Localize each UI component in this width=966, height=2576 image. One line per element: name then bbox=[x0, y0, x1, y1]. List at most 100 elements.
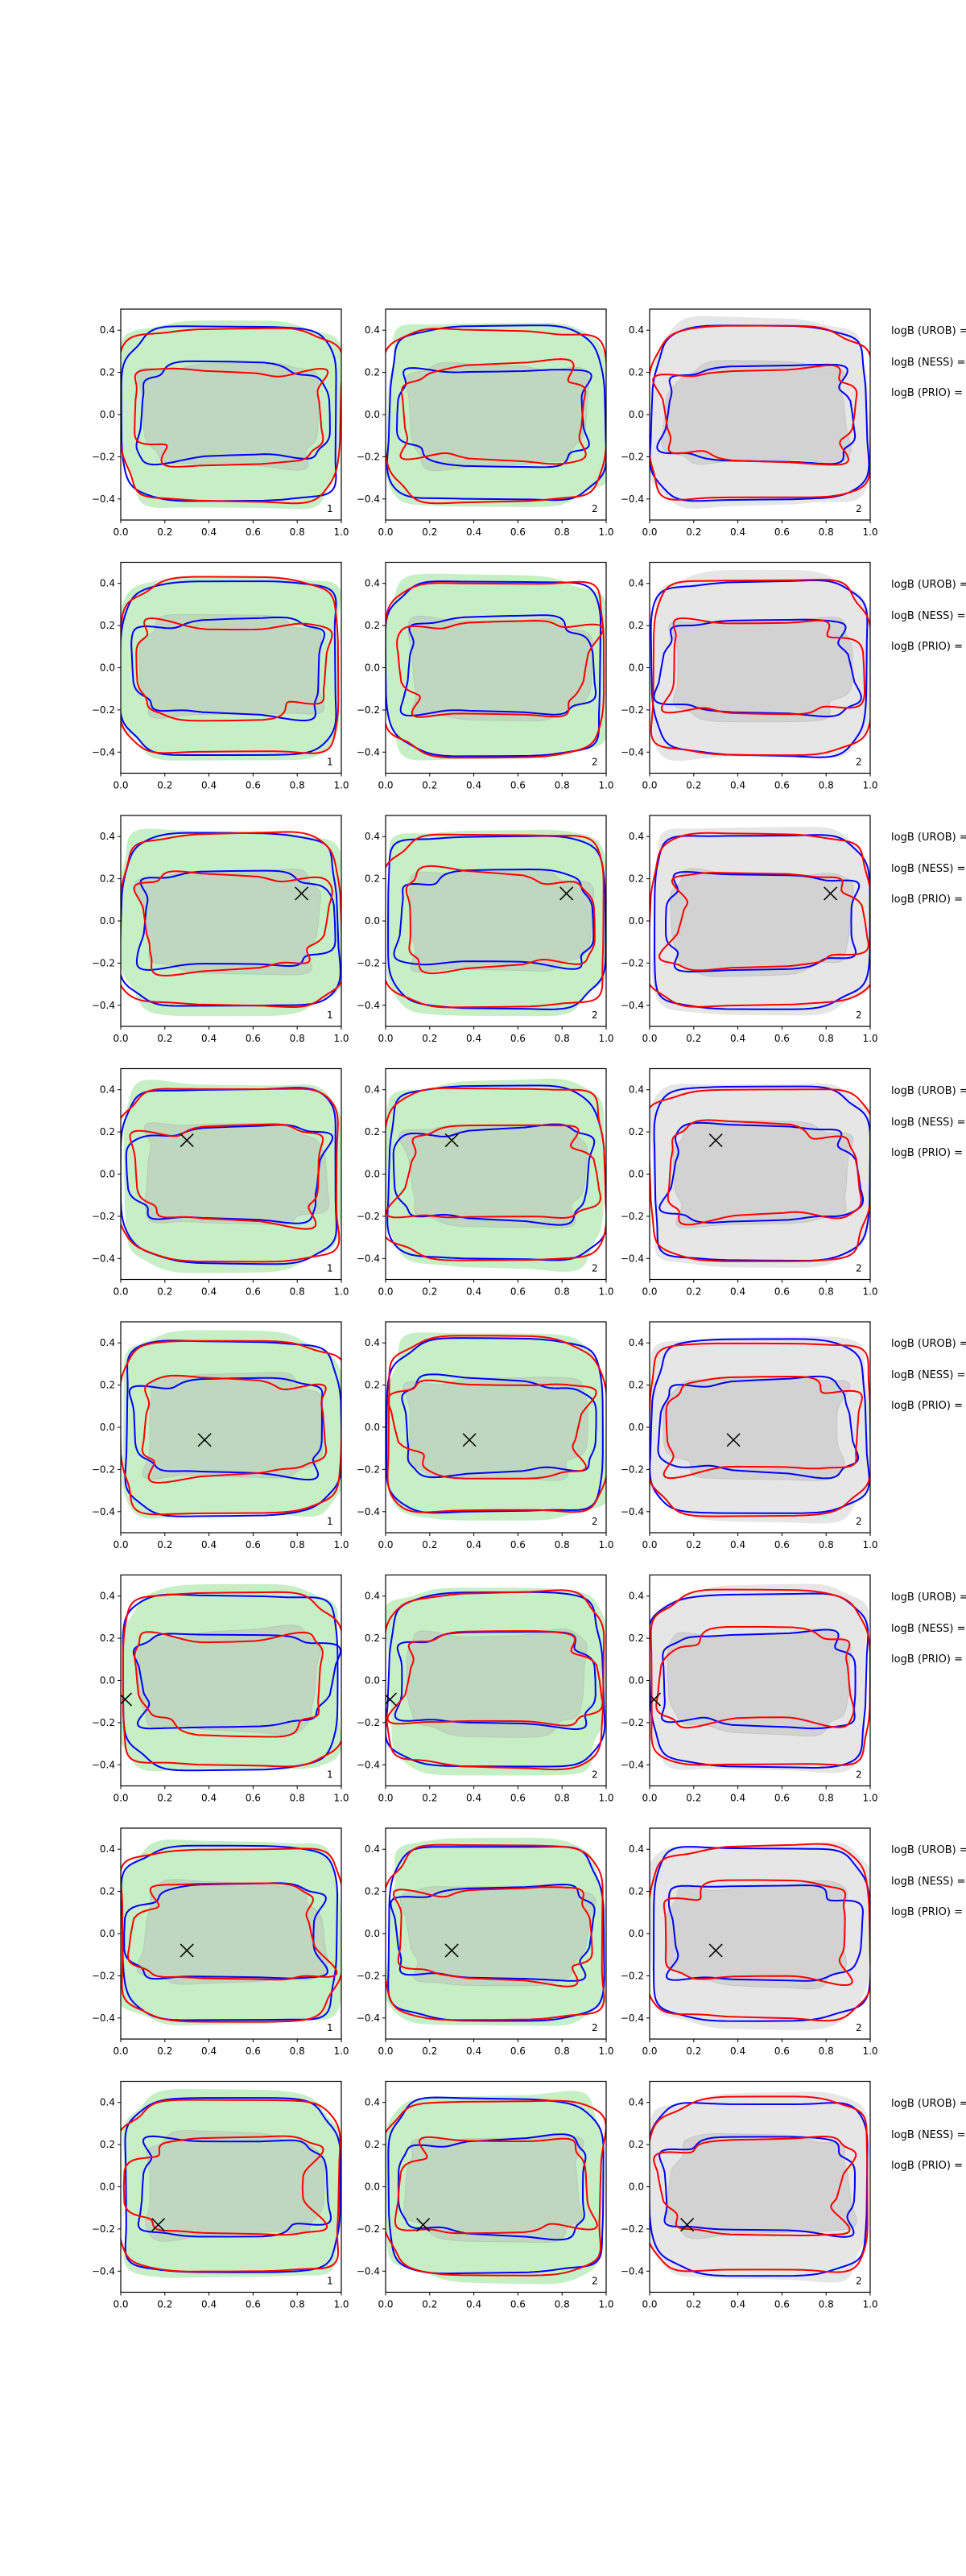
y-tick-label: 0.0 bbox=[100, 663, 115, 674]
panel-number: 2 bbox=[592, 757, 598, 768]
x-tick-label: 0.6 bbox=[510, 1286, 526, 1298]
red-outer-contour bbox=[121, 1847, 341, 2023]
x-tick-label: 1.0 bbox=[598, 2299, 613, 2310]
x-tick-label: 0.4 bbox=[730, 780, 745, 791]
y-tick-label: 0.0 bbox=[100, 409, 115, 420]
y-tick-label: 0.2 bbox=[365, 1633, 380, 1644]
outer-density-fill bbox=[386, 1332, 606, 1521]
y-tick-label: −0.2 bbox=[357, 957, 380, 968]
subplot-r7-c2: 0.0 0.2 0.4 0.6 0.8 1.0 −0.4 −0.2 0.0 0.2 0.4 2 bbox=[357, 1827, 614, 2057]
x-tick-label: 0.0 bbox=[378, 1793, 393, 1804]
red-inner-contour bbox=[394, 2136, 598, 2235]
inner-density-fill bbox=[142, 1372, 324, 1480]
x-tick-label: 0.4 bbox=[730, 1033, 745, 1044]
x-tick-label: 0.8 bbox=[290, 2046, 305, 2057]
inner-density-fill bbox=[136, 362, 320, 471]
logb-label: logB (UROB) = bbox=[891, 1084, 966, 1097]
subplot-r3-c1: 0.0 0.2 0.4 0.6 0.8 1.0 −0.4 −0.2 0.0 0.2 0.4 1 bbox=[92, 815, 349, 1044]
panel-number: 2 bbox=[856, 503, 862, 514]
y-tick-label: 0.0 bbox=[100, 1675, 115, 1686]
y-tick-label: 0.0 bbox=[629, 1928, 644, 1939]
plot-area bbox=[121, 2089, 341, 2278]
inner-density-fill bbox=[136, 1879, 328, 1985]
blue-inner-contour bbox=[665, 1884, 864, 1982]
y-tick-label: 0.2 bbox=[100, 1886, 115, 1897]
x-tick-label: 0.2 bbox=[422, 1033, 437, 1044]
panel-number: 2 bbox=[592, 1516, 598, 1527]
y-tick-label: 0.2 bbox=[100, 873, 115, 885]
subplot-r1-c1: 0.0 0.2 0.4 0.6 0.8 1.0 −0.4 −0.2 0.0 0.2 0.4 1 bbox=[92, 308, 349, 538]
y-tick-label: 0.4 bbox=[629, 1337, 644, 1348]
y-tick-label: 0.4 bbox=[629, 324, 644, 336]
plot-area bbox=[650, 1583, 870, 1773]
x-tick-label: 0.6 bbox=[774, 1793, 790, 1804]
panel-number: 1 bbox=[327, 2022, 333, 2033]
red-inner-contour bbox=[652, 364, 858, 466]
logb-label: logB (UROB) = bbox=[891, 1591, 966, 1604]
panel-number: 2 bbox=[592, 1263, 598, 1274]
x-tick-label: 0.4 bbox=[201, 1286, 217, 1298]
x-tick-label: 0.4 bbox=[466, 1033, 481, 1044]
y-tick-label: −0.2 bbox=[92, 2223, 115, 2235]
logb-label: logB (UROB) = bbox=[891, 325, 966, 337]
red-outer-contour bbox=[386, 1087, 606, 1261]
logb-label: logB (PRIO) = bbox=[891, 1653, 963, 1666]
outer-density-fill bbox=[386, 322, 606, 507]
y-tick-label: 0.4 bbox=[365, 1337, 380, 1348]
y-tick-label: −0.4 bbox=[621, 1253, 644, 1264]
red-inner-contour bbox=[122, 2135, 328, 2236]
inner-density-fill bbox=[402, 1377, 588, 1481]
x-tick-label: 0.0 bbox=[113, 1793, 128, 1804]
y-tick-label: 0.2 bbox=[629, 367, 644, 378]
plot-area bbox=[650, 1842, 870, 2030]
red-outer-contour bbox=[386, 833, 605, 1009]
red-inner-contour bbox=[655, 1625, 855, 1729]
x-tick-label: 1.0 bbox=[862, 526, 877, 538]
x-tick-label: 0.2 bbox=[422, 1286, 437, 1298]
panel-number: 1 bbox=[327, 757, 333, 768]
x-tick-label: 0.6 bbox=[774, 780, 790, 791]
x-tick-label: 0.8 bbox=[819, 1286, 834, 1298]
x-tick-label: 0.4 bbox=[730, 2046, 745, 2057]
logb-label: logB (NESS) = bbox=[891, 1876, 966, 1888]
x-tick-label: 0.2 bbox=[686, 526, 701, 538]
x-tick-label: 0.6 bbox=[774, 2046, 790, 2057]
x-tick-label: 1.0 bbox=[598, 1033, 613, 1044]
red-outer-contour bbox=[121, 576, 340, 754]
panel-number: 2 bbox=[856, 757, 862, 768]
y-tick-label: −0.2 bbox=[621, 451, 644, 462]
outer-density-fill bbox=[650, 1842, 870, 2030]
x-marker bbox=[180, 1133, 194, 1148]
subplot-r8-c1: 0.0 0.2 0.4 0.6 0.8 1.0 −0.4 −0.2 0.0 0.2 0.4 1 bbox=[92, 2080, 349, 2310]
x-tick-label: 0.4 bbox=[201, 2046, 217, 2057]
x-tick-label: 1.0 bbox=[333, 1286, 349, 1298]
y-tick-label: −0.4 bbox=[92, 1000, 115, 1011]
y-tick-label: 0.4 bbox=[629, 578, 644, 589]
red-outer-contour bbox=[121, 1340, 341, 1516]
blue-outer-contour bbox=[652, 1846, 870, 2022]
blue-inner-contour bbox=[657, 1375, 860, 1480]
x-tick-label: 0.8 bbox=[819, 1793, 834, 1804]
x-tick-label: 0.2 bbox=[686, 1539, 701, 1550]
red-inner-contour bbox=[663, 1879, 853, 1986]
red-inner-contour bbox=[386, 1379, 597, 1480]
y-tick-label: −0.2 bbox=[357, 1211, 380, 1222]
y-tick-label: 0.2 bbox=[629, 1633, 644, 1644]
y-tick-label: −0.2 bbox=[92, 1463, 115, 1475]
red-outer-contour bbox=[386, 328, 606, 505]
y-tick-label: −0.4 bbox=[92, 1506, 115, 1517]
x-tick-label: 0.6 bbox=[774, 526, 790, 538]
panel-number: 1 bbox=[327, 1516, 333, 1527]
y-tick-label: −0.4 bbox=[92, 746, 115, 758]
y-tick-label: 0.0 bbox=[365, 2182, 380, 2193]
subplot-r7-c3: 0.0 0.2 0.4 0.6 0.8 1.0 −0.4 −0.2 0.0 0.2 0.4 2 bbox=[621, 1827, 878, 2057]
x-tick-label: 0.4 bbox=[466, 1286, 481, 1298]
y-tick-label: 0.4 bbox=[100, 1337, 115, 1348]
red-outer-contour bbox=[650, 1342, 870, 1517]
red-outer-contour bbox=[386, 1335, 606, 1513]
y-tick-label: −0.4 bbox=[621, 493, 644, 505]
x-tick-label: 1.0 bbox=[333, 1793, 349, 1804]
panel-number: 2 bbox=[592, 1009, 598, 1021]
red-outer-contour bbox=[121, 1088, 341, 1263]
red-inner-contour bbox=[399, 358, 587, 465]
